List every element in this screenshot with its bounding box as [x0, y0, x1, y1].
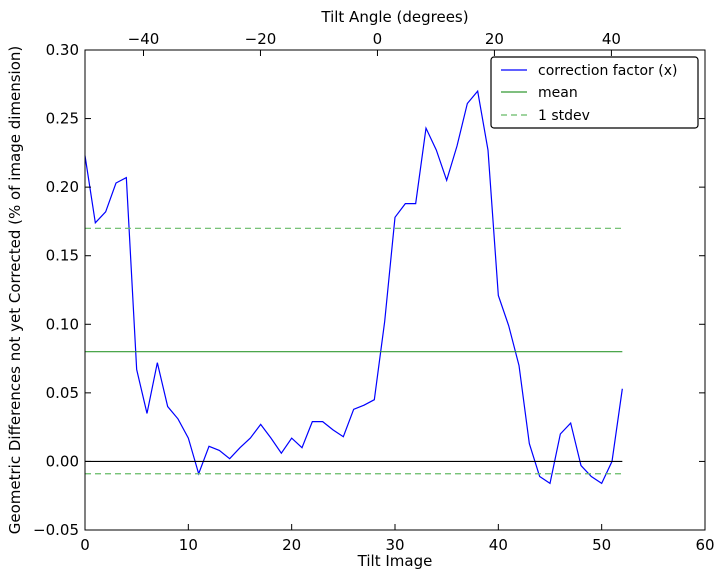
x-axis-title: Tilt Image [357, 552, 433, 570]
y-tick-label: 0.00 [46, 452, 79, 470]
y-tick-label: −0.05 [33, 521, 79, 539]
y-axis-title: Geometric Differences not yet Corrected … [6, 46, 24, 535]
y-tick-label: 0.25 [46, 110, 79, 128]
series-layer [84, 89, 623, 485]
top-tick-label: −20 [245, 30, 277, 48]
legend-label-stdev: 1 stdev [538, 108, 590, 124]
series-correction-factor-line [84, 89, 623, 485]
y-tick-label: 0.30 [46, 41, 79, 59]
top-tick-label: 0 [373, 30, 383, 48]
legend-box [490, 56, 699, 129]
plot-area [85, 50, 705, 530]
top-axis-title: Tilt Angle (degrees) [320, 8, 468, 26]
x-tick-label: 20 [282, 536, 301, 554]
legend-label-correction: correction factor (x) [538, 63, 677, 79]
x-tick-label: 30 [385, 536, 404, 554]
y-tick-label: 0.10 [46, 315, 79, 333]
top-tick-label: 20 [485, 30, 504, 48]
legend: correction factor (x) mean 1 stdev [490, 56, 699, 129]
axis-layer: 0 10 20 30 40 50 60 −40 −20 0 20 40 −0.05 0.00 0.05 0.1… [33, 30, 715, 554]
top-tick-label: 40 [602, 30, 621, 48]
x-tick-label: 40 [489, 536, 508, 554]
legend-label-mean: mean [538, 85, 578, 101]
x-tick-label: 10 [179, 536, 198, 554]
y-tick-label: 0.20 [46, 178, 79, 196]
x-tick-label: 60 [695, 536, 714, 554]
x-tick-label: 0 [80, 536, 90, 554]
x-tick-label: 50 [592, 536, 611, 554]
y-tick-label: 0.15 [46, 247, 79, 265]
y-tick-label: 0.05 [46, 384, 79, 402]
top-tick-label: −40 [128, 30, 160, 48]
